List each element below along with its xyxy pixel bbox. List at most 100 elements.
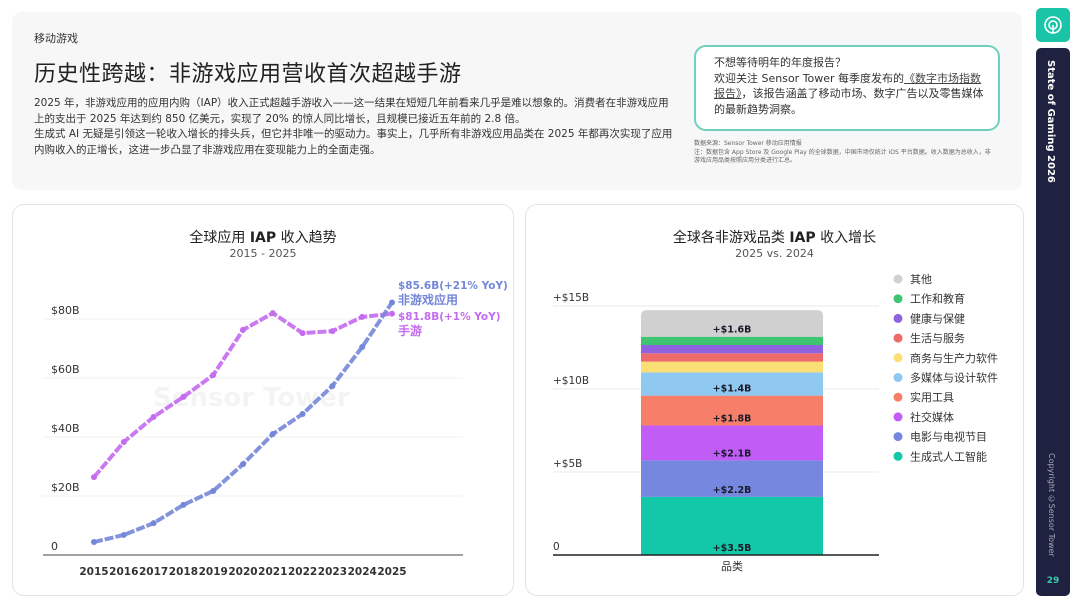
data-source: 数据来源：Sensor Tower 移动应用情报 [694, 140, 802, 147]
y-tick-label: $40B [51, 422, 80, 435]
data-point [240, 461, 246, 468]
intro-text: 2025 年，非游戏应用的应用内购（IAP）收入正式超越手游收入——这一结果在短… [34, 96, 674, 158]
legend-label: 生活与服务 [910, 331, 965, 345]
bar-segment [641, 425, 823, 461]
data-point [180, 393, 187, 400]
legend-label: 社交媒体 [910, 410, 954, 424]
segment-label: +$3.5B [713, 543, 752, 554]
legend-label: 商务与生产力软件 [910, 351, 998, 365]
bar-segment [641, 361, 823, 373]
callout-suffix: ，该报告涵盖了移动市场、数字广告以及零售媒体的最新趋势洞察。 [714, 87, 984, 116]
segment-label: +$1.8B [713, 414, 752, 425]
data-point [269, 431, 276, 438]
legend-marker [893, 432, 903, 442]
title-part: 收入增长 [815, 230, 877, 246]
data-point [150, 520, 157, 527]
data-point [359, 344, 366, 351]
data-point [299, 330, 306, 337]
callout-text: 欢迎关注 Sensor Tower 每季度发布的《数字市场指数报告》，该报告涵盖… [714, 71, 984, 118]
segment-label: +$2.2B [713, 485, 752, 496]
x-tick-label: 2021 [258, 566, 287, 578]
data-note: 注：数据包含 App Store 及 Google Play 的全球数据，中国市… [694, 148, 991, 165]
bar-segment [641, 372, 823, 396]
bar-segment [641, 496, 823, 555]
data-point [210, 372, 217, 379]
copyright: Copyright ©Sensor Tower [1047, 453, 1056, 557]
side-rail: State of Gaming 2026 Copyright ©Sensor T… [1036, 48, 1070, 596]
series-line [92, 311, 393, 479]
data-point [120, 439, 127, 446]
legend-marker [893, 333, 903, 343]
data-point [269, 310, 276, 317]
chart-subtitle: 2015 - 2025 [229, 247, 297, 260]
title-part: 全球应用 [189, 230, 250, 246]
legend-label: 其他 [910, 273, 932, 286]
data-point [91, 539, 97, 546]
legend-label: 工作和教育 [910, 292, 965, 306]
data-point [359, 313, 366, 320]
data-point [389, 299, 395, 306]
x-tick-label: 2018 [169, 566, 198, 578]
data-point [120, 531, 127, 538]
segment-label: +$1.6B [713, 325, 752, 336]
sensor-tower-logo-icon[interactable] [1036, 8, 1070, 42]
page-title: 历史性跨越：非游戏应用营收首次超越手游 [34, 62, 462, 87]
chart-subtitle: 2025 vs. 2024 [735, 247, 814, 260]
data-point [150, 413, 157, 420]
y-tick-label: +$10B [553, 375, 589, 387]
title-part: 全球各非游戏品类 [672, 230, 790, 246]
intro-paragraph: 2025 年，非游戏应用的应用内购（IAP）收入正式超越手游收入——这一结果在短… [34, 97, 669, 125]
intro-paragraph: 生成式 AI 无疑是引领这一轮收入增长的排头兵，但它并非唯一的驱动力。事实上，几… [34, 128, 673, 156]
legend-marker [893, 373, 903, 382]
footnote: 数据来源：Sensor Tower 移动应用情报 注：数据包含 App Stor… [694, 140, 994, 166]
stacked-bar-chart: 0 +$5B +$10B +$15B +$3.5B +$2.2B +$2.1B +$1.8B +… [553, 273, 998, 573]
x-axis-label: 品类 [721, 559, 743, 573]
title-part: IAP [789, 230, 816, 246]
page-number: 29 [1046, 576, 1060, 586]
bar-segment [641, 310, 823, 337]
y-tick-label: +$15B [553, 292, 589, 304]
title-part: IAP [249, 230, 277, 246]
y-tick-label: $60B [51, 363, 80, 376]
end-value-label: $81.8B(+1% YoY) [398, 311, 501, 323]
segment-label: +$2.1B [713, 448, 752, 459]
x-tick-label: 2017 [139, 566, 168, 578]
bar-chart-card: 全球各非游戏品类 IAP 收入增长 2025 vs. 2024 0 +$5B +$1… [525, 204, 1024, 596]
legend-marker [893, 392, 903, 402]
data-point [389, 310, 395, 317]
bar-segment [641, 353, 823, 362]
report-title: State of Gaming 2026 [1045, 60, 1056, 183]
data-point [210, 487, 217, 494]
x-tick-label: 2015 [79, 566, 108, 578]
data-point [329, 328, 336, 335]
series-line [93, 301, 394, 544]
bar-segment [641, 336, 823, 346]
title-part: 收入趋势 [276, 230, 337, 246]
y-tick-label: 0 [51, 540, 58, 553]
y-tick-label: 0 [553, 541, 560, 553]
chart-title: 全球各非游戏品类 IAP 收入增长 [526, 227, 1023, 247]
legend-marker [893, 313, 903, 323]
data-point [329, 382, 336, 389]
legend-label: 实用工具 [910, 390, 954, 404]
x-tick-label: 2019 [199, 566, 228, 578]
end-value-label: $85.6B(+21% YoY) [398, 280, 508, 292]
legend-label: 健康与保健 [910, 311, 965, 325]
x-tick-label: 2023 [318, 566, 347, 578]
bar-segment [641, 345, 823, 354]
legend-label: 多媒体与设计软件 [910, 371, 998, 385]
data-point [240, 326, 246, 333]
x-tick-label: 2022 [288, 566, 317, 578]
report-link[interactable]: 《数字市场指数报告》 [714, 71, 982, 101]
line-chart-card: 全球应用 IAP 收入趋势 2015 - 2025 Sensor Tower 0… [12, 204, 514, 596]
data-point [299, 410, 306, 417]
section-label: 移动游戏 [34, 32, 78, 45]
x-tick-label: 2025 [377, 566, 406, 578]
legend-label: 生成式人工智能 [910, 449, 987, 463]
y-tick-label: +$5B [553, 458, 582, 470]
x-tick-label: 2016 [109, 566, 138, 578]
series-label: 手游 [398, 323, 422, 338]
legend-label: 电影与电视节目 [910, 430, 987, 444]
y-tick-label: $20B [51, 481, 80, 494]
